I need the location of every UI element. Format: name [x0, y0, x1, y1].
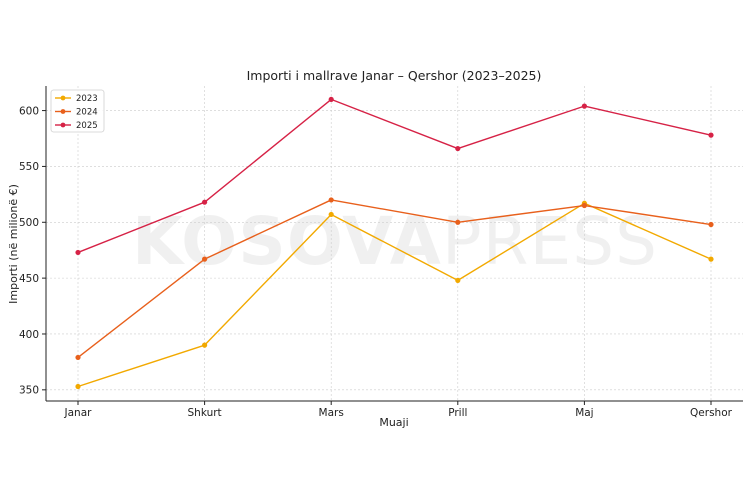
series-2025: [75, 96, 714, 256]
x-tick-label: Mars: [319, 407, 344, 419]
legend-swatch-marker: [60, 122, 66, 128]
x-tick-label: Prill: [448, 407, 467, 419]
legend-swatch-marker: [60, 109, 66, 114]
data-point: [455, 145, 461, 152]
legend-item: 2023: [55, 94, 98, 104]
data-point: [328, 96, 334, 103]
legend-item: 2024: [55, 108, 98, 118]
data-point: [75, 354, 81, 361]
series-2023: [75, 200, 714, 390]
data-point: [75, 249, 81, 256]
series-line: [77, 98, 712, 254]
data-point: [328, 197, 334, 203]
y-tick-label: 450: [19, 273, 39, 285]
legend-label: 2023: [76, 94, 98, 104]
legend-label: 2025: [76, 121, 98, 131]
legend-swatch-marker: [60, 95, 66, 101]
series-line: [77, 202, 712, 388]
y-tick-label: 350: [19, 385, 39, 397]
data-point: [75, 383, 81, 390]
watermark: KOSOVAPRESS: [132, 203, 658, 280]
chart-title: Importi i mallrave Janar – Qershor (2023…: [247, 68, 542, 83]
series-layer: [75, 96, 714, 390]
data-point: [202, 342, 208, 348]
legend-box: [50, 89, 105, 133]
x-tick-label: Janar: [64, 407, 93, 419]
y-tick-label: 500: [19, 217, 39, 229]
grid: [46, 86, 743, 401]
legend: 2023 2024 2025: [50, 89, 105, 133]
legend-label: 2024: [76, 108, 98, 118]
y-tick-label: 600: [19, 105, 39, 117]
data-point: [708, 221, 714, 228]
y-tick-label: 400: [19, 329, 39, 341]
series-2024: [75, 197, 714, 361]
data-point: [581, 202, 588, 209]
x-tick-label: Qershor: [690, 407, 733, 419]
data-point: [708, 132, 714, 138]
x-tick-label: Shkurt: [188, 407, 222, 419]
x-axis-title: Muaji: [379, 416, 408, 429]
legend-item: 2025: [55, 121, 98, 131]
data-point: [202, 199, 208, 205]
y-tick-label: 550: [19, 161, 39, 173]
axes: 350 400 450 500 550 600 Janar Shkurt Mars Prill Ma…: [19, 86, 743, 419]
series-line: [77, 199, 712, 358]
data-point: [581, 103, 588, 109]
data-point: [328, 211, 334, 218]
data-point: [455, 219, 461, 225]
y-axis-title: Importi (në milionë €): [7, 184, 20, 304]
data-point: [708, 256, 714, 262]
data-point: [455, 277, 461, 283]
data-point: [202, 256, 208, 262]
watermark-text: KOSOVAPRESS: [132, 203, 658, 280]
x-tick-label: Maj: [575, 407, 593, 419]
